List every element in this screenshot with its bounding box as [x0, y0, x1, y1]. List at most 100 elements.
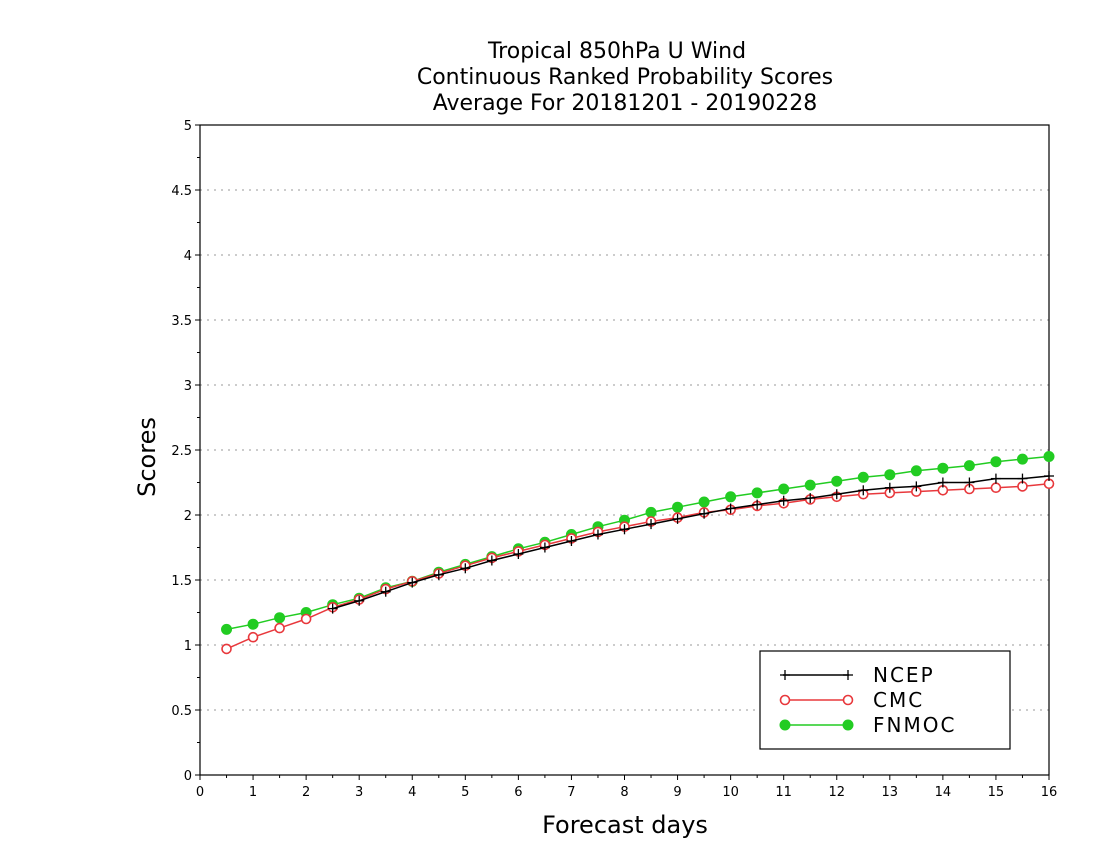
legend-marker-right-fnmoc: [842, 719, 854, 731]
y-tick-label-7: 3.5: [171, 314, 192, 329]
fnmoc-point-0: [221, 623, 233, 635]
cmc-point-1: [247, 631, 259, 643]
fnmoc-point-20: [751, 487, 763, 499]
chart-title: Tropical 850hPa U Wind Continuous Ranked…: [417, 39, 833, 116]
cmc-point-2: [274, 622, 285, 634]
legend-item-ncep: NCEP: [780, 663, 935, 687]
ncep-point-6: [380, 586, 391, 597]
ncep-point-13: [566, 536, 577, 546]
x-tick-label-0: 0: [196, 785, 204, 800]
cmc-point-3: [300, 613, 312, 625]
y-tick-label-2: 1: [184, 639, 192, 654]
fnmoc-point-21: [778, 483, 790, 495]
y-tick-label-5: 2.5: [171, 444, 192, 459]
x-tick-label-2: 2: [302, 785, 310, 800]
y-axis-label: Scores: [133, 417, 161, 497]
fnmoc-point-16: [645, 506, 657, 518]
ncep-point-19: [725, 503, 736, 514]
x-tick-label-5: 5: [461, 785, 469, 800]
ncep-point-16: [646, 519, 657, 530]
ncep-point-17: [672, 513, 683, 524]
x-tick-label-16: 16: [1041, 785, 1058, 800]
legend-marker-left-cmc: [779, 694, 791, 706]
ncep-point-5: [354, 595, 365, 606]
y-tick-label-3: 1.5: [171, 574, 192, 589]
fnmoc-point-29: [990, 456, 1002, 468]
fnmoc-point-22: [804, 479, 816, 491]
ncep-point-18: [699, 508, 710, 519]
series-layer: [221, 451, 1055, 655]
fnmoc-point-25: [884, 469, 896, 481]
ncep-point-31: [1044, 471, 1054, 481]
ncep-point-7: [407, 577, 418, 588]
fnmoc-point-18: [698, 496, 710, 508]
fnmoc-point-27: [937, 462, 949, 474]
x-axis: 0 1 2 3 4 5 6 7 8 9 10 11 12 13 14 15 16: [196, 775, 1057, 800]
title-line-3: Average For 20181201 - 20190228: [433, 91, 818, 116]
ncep-point-15: [619, 524, 630, 535]
legend-marker-left-fnmoc: [779, 719, 791, 731]
x-tick-label-1: 1: [249, 785, 257, 800]
x-tick-label-15: 15: [988, 785, 1005, 800]
fnmoc-point-24: [857, 471, 869, 483]
x-tick-label-10: 10: [722, 785, 739, 800]
x-tick-label-12: 12: [828, 785, 845, 800]
x-tick-label-7: 7: [567, 785, 575, 800]
ncep-point-29: [990, 473, 1001, 484]
ncep-point-10: [486, 555, 497, 566]
ncep-point-20: [752, 499, 763, 510]
title-line-2: Continuous Ranked Probability Scores: [417, 65, 833, 90]
title-line-1: Tropical 850hPa U Wind: [487, 39, 746, 64]
legend-item-fnmoc: FNMOC: [779, 713, 956, 737]
series-line-ncep: [332, 475, 1050, 610]
ncep-point-14: [592, 529, 603, 540]
ncep-point-30: [1017, 473, 1028, 484]
ncep-point-9: [460, 563, 471, 574]
legend-label-ncep: NCEP: [873, 663, 935, 687]
y-tick-label-8: 4: [184, 249, 192, 264]
fnmoc-point-30: [1016, 453, 1028, 465]
fnmoc-point-28: [963, 460, 975, 472]
x-tick-label-6: 6: [514, 785, 522, 800]
y-tick-label-4: 2: [184, 509, 192, 524]
legend-label-fnmoc: FNMOC: [873, 713, 956, 737]
y-tick-label-9: 4.5: [171, 184, 192, 199]
legend-marker-left-ncep: [780, 670, 790, 680]
ncep-point-23: [831, 489, 842, 500]
fnmoc-point-23: [831, 475, 843, 487]
cmc-point-0: [221, 643, 232, 655]
x-tick-label-3: 3: [355, 785, 363, 800]
fnmoc-point-26: [910, 465, 922, 477]
x-tick-label-13: 13: [882, 785, 899, 800]
y-axis: 0 0.5 1 1.5 2 2.5 3 3.5 4 4.5 5: [171, 119, 200, 784]
series-fnmoc: [221, 451, 1055, 635]
y-tick-label-10: 5: [184, 119, 192, 134]
x-tick-label-8: 8: [620, 785, 628, 800]
y-tick-label-1: 0.5: [171, 704, 192, 719]
legend-marker-right-ncep: [843, 670, 853, 680]
ncep-point-27: [937, 477, 948, 488]
ncep-point-11: [513, 549, 524, 559]
legend-marker-right-cmc: [842, 694, 854, 706]
ncep-point-21: [778, 495, 789, 506]
ncep-point-22: [805, 493, 816, 504]
x-axis-label: Forecast days: [542, 811, 708, 839]
x-tick-label-4: 4: [408, 785, 416, 800]
fnmoc-point-1: [247, 618, 259, 630]
ncep-point-4: [327, 603, 338, 614]
y-tick-label-0: 0: [184, 769, 192, 784]
fnmoc-point-31: [1043, 451, 1055, 462]
legend-item-cmc: CMC: [779, 688, 924, 712]
y-tick-label-6: 3: [184, 379, 192, 394]
series-ncep: [327, 471, 1054, 614]
ncep-point-8: [433, 569, 444, 580]
ncep-point-24: [858, 485, 869, 496]
ncep-point-26: [911, 481, 922, 492]
ncep-point-28: [964, 477, 975, 488]
ncep-point-25: [884, 482, 895, 493]
fnmoc-point-19: [725, 491, 737, 503]
legend-label-cmc: CMC: [873, 688, 924, 712]
